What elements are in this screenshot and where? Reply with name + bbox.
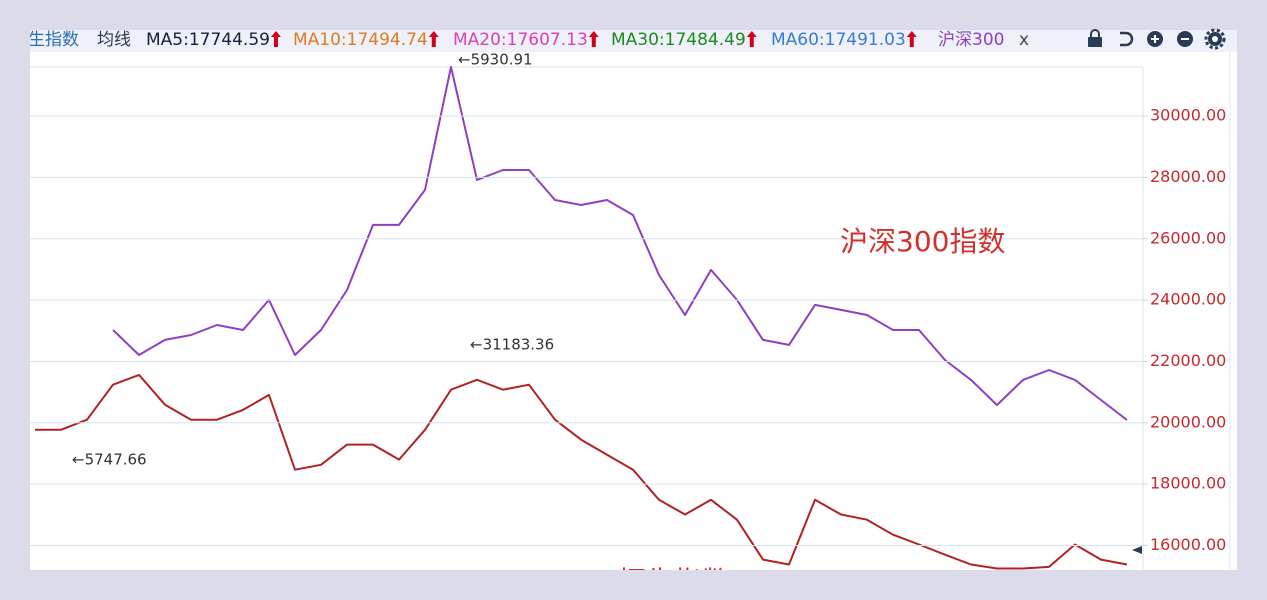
ma-value: MA20:17607.13 — [453, 30, 588, 50]
series-line — [112, 66, 1128, 421]
close-compare[interactable]: x — [1019, 30, 1029, 50]
header: 恒生指数 均线 MA5:17744.59 MA10:17494.74 MA20:1760… — [11, 30, 1029, 50]
toolbar — [1088, 28, 1226, 50]
y-tick-label: 30000.00 — [1150, 106, 1226, 125]
series-label: 恒生指数 — [618, 565, 730, 598]
y-tick-label: 26000.00 — [1150, 228, 1226, 247]
annotation: ←31183.36 — [470, 336, 554, 354]
up-arrow — [906, 31, 917, 47]
up-arrow — [746, 31, 757, 47]
ma-value: MA30:17484.49 — [611, 30, 746, 50]
plot: 恒生指数 — [35, 66, 1128, 598]
y-tick-label: 24000.00 — [1150, 290, 1226, 309]
series-label: 沪深300指数 — [840, 225, 1005, 258]
annotation: ←5747.66 — [72, 451, 147, 469]
index-name: 恒生指数 — [11, 30, 79, 50]
compare-name: 沪深300 — [938, 30, 1004, 50]
y-tick-label: 18000.00 — [1150, 474, 1226, 493]
y-tick-label: 28000.00 — [1150, 167, 1226, 186]
last-price-marker — [1132, 546, 1142, 554]
up-arrow — [270, 31, 281, 47]
undo-icon[interactable] — [1120, 31, 1134, 47]
up-arrow — [588, 31, 599, 47]
y-tick-label: 16000.00 — [1150, 535, 1226, 554]
up-arrow — [428, 31, 439, 47]
header-bar — [30, 30, 1237, 52]
ma-value: MA10:17494.74 — [293, 30, 428, 50]
zoom-out-icon[interactable] — [1177, 31, 1193, 47]
y-tick-label: 22000.00 — [1150, 351, 1226, 370]
series-line — [35, 373, 1128, 570]
ma-label: 均线 — [97, 30, 131, 50]
y-tick-label: 20000.00 — [1150, 412, 1226, 431]
zoom-in-icon[interactable] — [1147, 31, 1163, 47]
ma-value: MA60:17491.03 — [771, 30, 906, 50]
settings-icon[interactable] — [1204, 28, 1226, 50]
lock-icon[interactable] — [1088, 29, 1102, 47]
annotation: ←5930.91 — [458, 51, 533, 69]
ma-value: MA5:17744.59 — [146, 30, 270, 50]
